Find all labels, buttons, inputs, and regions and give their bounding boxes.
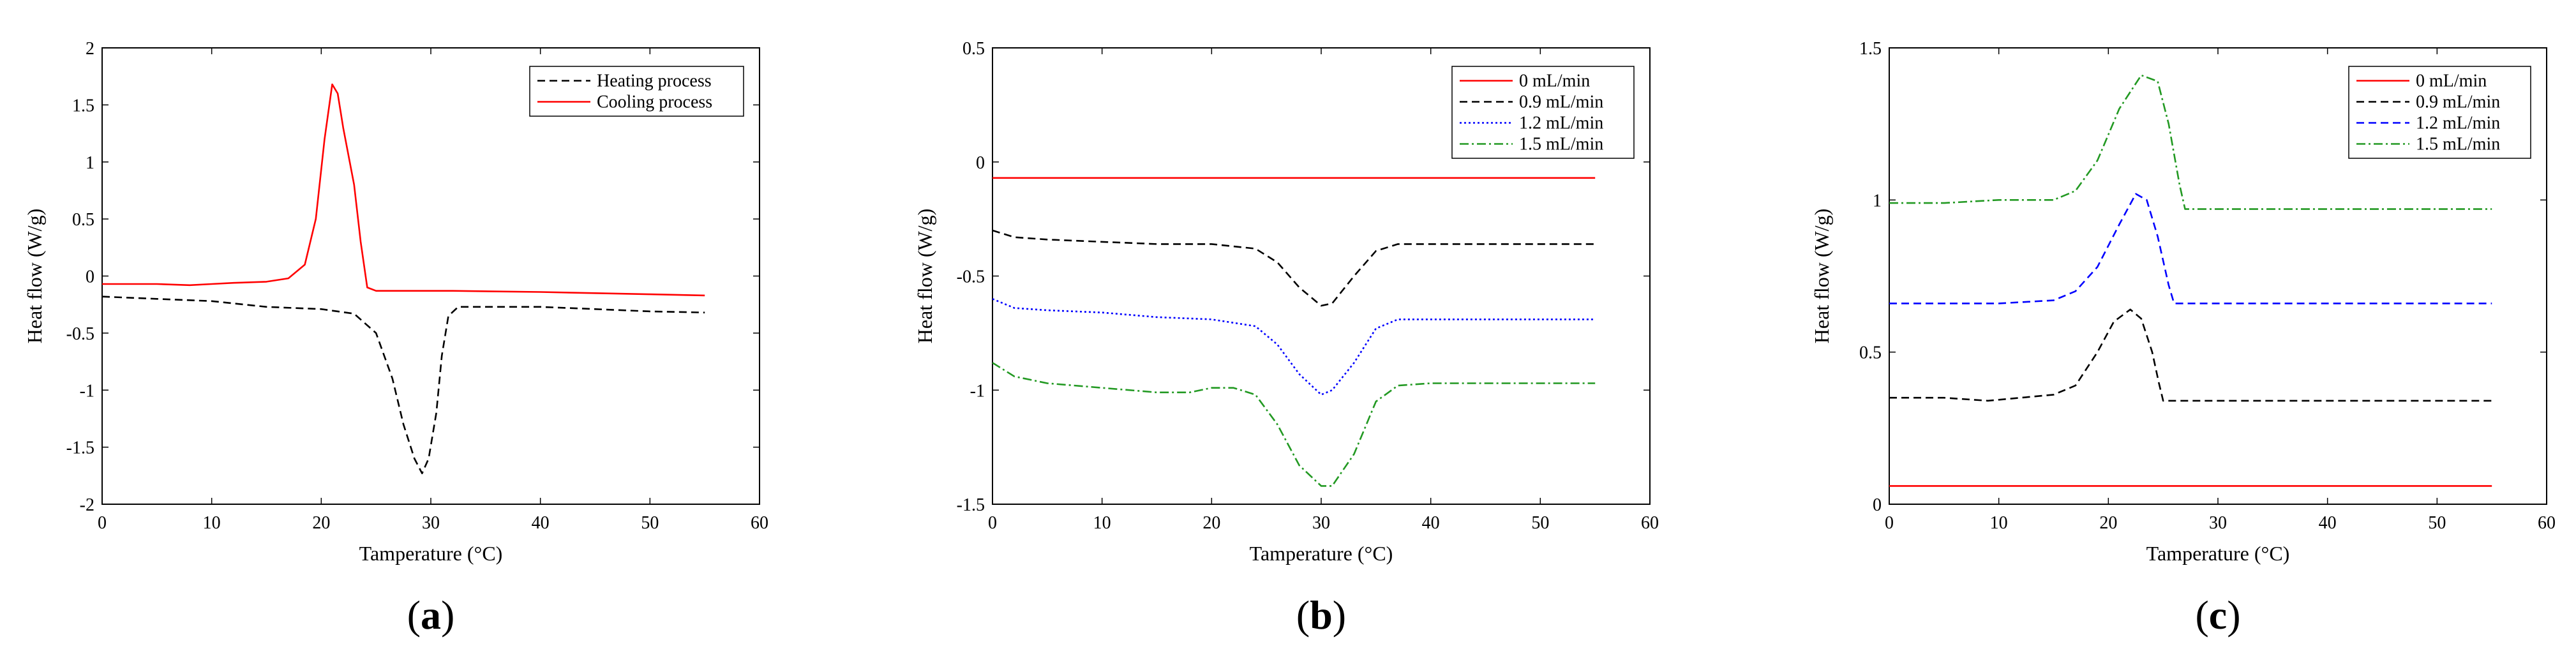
panel-label: (c) xyxy=(2195,592,2240,638)
panel-label-close-paren: ) xyxy=(1333,592,1346,638)
y-tick-label: 0 xyxy=(86,267,94,287)
legend-label: 1.5 mL/min xyxy=(1519,135,1603,154)
panel-label-letter: c xyxy=(2209,592,2227,638)
series-line-4 xyxy=(992,362,1596,487)
x-tick-label: 30 xyxy=(1312,513,1330,533)
y-tick-label: 0.5 xyxy=(1859,343,1882,363)
series-line-2 xyxy=(102,83,705,297)
y-axis-label: Heat flow (W/g) xyxy=(23,209,46,343)
y-tick-label: -0.5 xyxy=(66,324,94,344)
x-tick-label: 40 xyxy=(1422,513,1440,533)
panel-label-open-paren: ( xyxy=(1296,592,1310,638)
x-tick-label: 50 xyxy=(641,513,659,533)
legend-label: 1.2 mL/min xyxy=(2416,114,2500,133)
x-tick-label: 0 xyxy=(98,513,107,533)
panel-label-open-paren: ( xyxy=(407,592,421,638)
panel-label: (b) xyxy=(1296,592,1346,638)
legend-box xyxy=(529,66,744,117)
legend-label: 1.2 mL/min xyxy=(1519,114,1603,133)
panel-label-letter: a xyxy=(421,592,441,638)
x-tick-label: 60 xyxy=(2538,513,2556,533)
legend-label: Heating process xyxy=(597,71,712,91)
legend-label: Cooling process xyxy=(597,93,712,112)
y-tick-label: -0.5 xyxy=(957,267,985,287)
x-tick-label: 0 xyxy=(988,513,997,533)
chart-panel-b: 0 10 20 30 40 50 60 -1.5 -1 -0.5 0 0.5 Tamperature (… xyxy=(913,39,1659,638)
x-tick-label: 30 xyxy=(422,513,440,533)
x-tick-label: 30 xyxy=(2209,513,2227,533)
y-tick-label: 1 xyxy=(1873,191,1882,211)
series-line-3 xyxy=(1889,193,2492,304)
panel-label-open-paren: ( xyxy=(2195,592,2208,638)
panel-label-letter: b xyxy=(1310,592,1333,638)
y-tick-label: -1 xyxy=(80,381,94,401)
series-line-1 xyxy=(101,296,705,475)
y-tick-label: -1.5 xyxy=(957,495,985,515)
y-tick-label: -1.5 xyxy=(66,438,94,458)
x-tick-label: 50 xyxy=(2428,513,2446,533)
y-tick-label: 0.5 xyxy=(72,210,94,230)
y-tick-label: 0 xyxy=(976,153,985,173)
chart-panel-c: 0 10 20 30 40 50 60 0 0.5 1 1.5 Tamperature (°C) Hea… xyxy=(1810,39,2556,638)
legend-label: 0 mL/min xyxy=(2416,71,2487,91)
y-tick-label: 0 xyxy=(1873,495,1882,515)
y-tick-label: -2 xyxy=(80,495,94,515)
series-line-3 xyxy=(992,298,1596,396)
series-line-4 xyxy=(1889,74,2492,210)
panel-label: (a) xyxy=(407,592,455,638)
legend-box xyxy=(2348,66,2531,159)
legend-box xyxy=(1451,66,1635,159)
legend-label: 0 mL/min xyxy=(1519,71,1590,91)
x-tick-label: 10 xyxy=(1990,513,2008,533)
y-tick-label: 1 xyxy=(86,153,94,173)
panel-label-close-paren: ) xyxy=(441,592,454,638)
y-tick-label: 2 xyxy=(86,39,94,59)
y-tick-label: 0.5 xyxy=(962,39,985,59)
legend-label: 0.9 mL/min xyxy=(2416,93,2500,112)
x-tick-label: 50 xyxy=(1531,513,1549,533)
y-axis-label: Heat flow (W/g) xyxy=(913,209,936,343)
y-tick-label: -1 xyxy=(970,381,985,401)
x-tick-label: 10 xyxy=(203,513,221,533)
chart-panel-a: 0 10 20 30 40 50 60 -2 -1.5 -1 -0.5 0 0.5 1 1.5 2 Tamper… xyxy=(23,39,768,638)
x-axis-label: Tamperature (°C) xyxy=(2146,542,2290,565)
x-tick-label: 60 xyxy=(751,513,768,533)
y-tick-label: 1.5 xyxy=(72,96,94,116)
legend-label: 0.9 mL/min xyxy=(1519,93,1603,112)
x-tick-label: 20 xyxy=(2099,513,2117,533)
series-line-2 xyxy=(1889,308,2492,402)
y-tick-label: 1.5 xyxy=(1859,39,1882,59)
x-tick-label: 40 xyxy=(532,513,550,533)
x-tick-label: 20 xyxy=(1202,513,1220,533)
x-tick-label: 60 xyxy=(1641,513,1659,533)
x-tick-label: 40 xyxy=(2319,513,2337,533)
panel-label-close-paren: ) xyxy=(2227,592,2240,638)
series-line-2 xyxy=(992,229,1596,307)
x-tick-label: 10 xyxy=(1093,513,1111,533)
x-tick-label: 20 xyxy=(312,513,330,533)
legend-label: 1.5 mL/min xyxy=(2416,135,2500,154)
x-tick-label: 0 xyxy=(1885,513,1894,533)
x-axis-label: Tamperature (°C) xyxy=(1250,542,1393,565)
y-axis-label: Heat flow (W/g) xyxy=(1810,209,1833,343)
x-axis-label: Tamperature (°C) xyxy=(359,542,503,565)
